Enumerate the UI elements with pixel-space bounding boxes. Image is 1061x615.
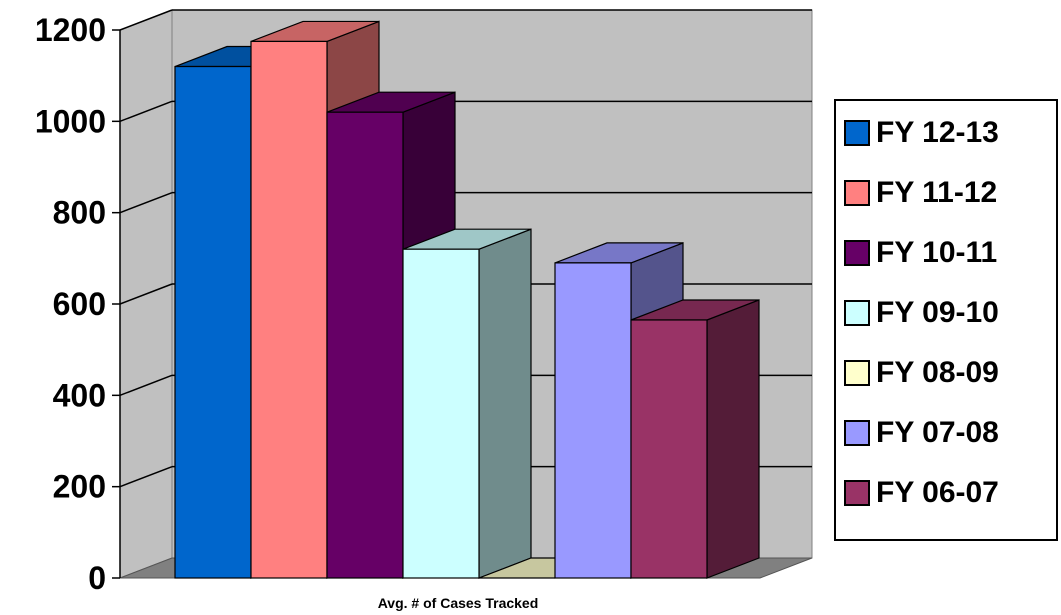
legend-label: FY 11-12 [876, 176, 998, 209]
gridline [119, 283, 173, 305]
legend-label: FY 10-11 [876, 236, 998, 269]
gridline [119, 465, 173, 488]
legend-item: FY 11-12 [844, 173, 997, 213]
bar-front [554, 262, 632, 579]
y-tick-label: 600 [53, 286, 106, 322]
legend-swatch [844, 300, 870, 326]
legend-swatch [844, 180, 870, 206]
bar-front [250, 40, 328, 579]
bar [402, 228, 532, 579]
legend-swatch [844, 360, 870, 386]
legend-label: FY 08-09 [876, 356, 999, 389]
legend-swatch [844, 120, 870, 146]
y-tick-label: 200 [53, 469, 106, 505]
bar-front [174, 65, 252, 579]
legend-item: FY 08-09 [844, 353, 999, 393]
y-tick-label: 800 [53, 195, 106, 231]
y-tick-label: 1200 [35, 12, 106, 48]
bar-front [630, 319, 708, 579]
y-tick-label: 0 [88, 560, 106, 596]
legend-swatch [844, 480, 870, 506]
x-axis-label: Avg. # of Cases Tracked [378, 595, 539, 611]
y-axis: 0 200 400 600 800 1000 1200 [35, 12, 121, 596]
bar-side [478, 228, 532, 579]
legend-item: FY 06-07 [844, 473, 999, 513]
legend-label: FY 07-08 [876, 416, 999, 449]
legend: FY 12-13 FY 11-12 FY 10-11 FY 09-10 FY 08-09… [834, 99, 1058, 541]
y-tick-label: 1000 [35, 103, 106, 139]
gridline [119, 9, 173, 31]
gridline [119, 374, 173, 397]
legend-label: FY 12-13 [876, 116, 999, 149]
legend-label: FY 09-10 [876, 296, 999, 329]
bar-side [706, 299, 760, 579]
y-tick-label: 400 [53, 377, 106, 413]
bars [174, 20, 760, 579]
legend-item: FY 10-11 [844, 233, 997, 273]
legend-item: FY 09-10 [844, 293, 999, 333]
gridline [119, 100, 173, 123]
legend-label: FY 06-07 [876, 476, 999, 509]
gridline [119, 191, 173, 214]
legend-swatch [844, 420, 870, 446]
bar [630, 299, 760, 579]
bar-front [402, 248, 480, 579]
legend-item: FY 12-13 [844, 113, 999, 153]
legend-swatch [844, 240, 870, 266]
legend-item: FY 07-08 [844, 413, 999, 453]
bar-front [326, 111, 404, 579]
